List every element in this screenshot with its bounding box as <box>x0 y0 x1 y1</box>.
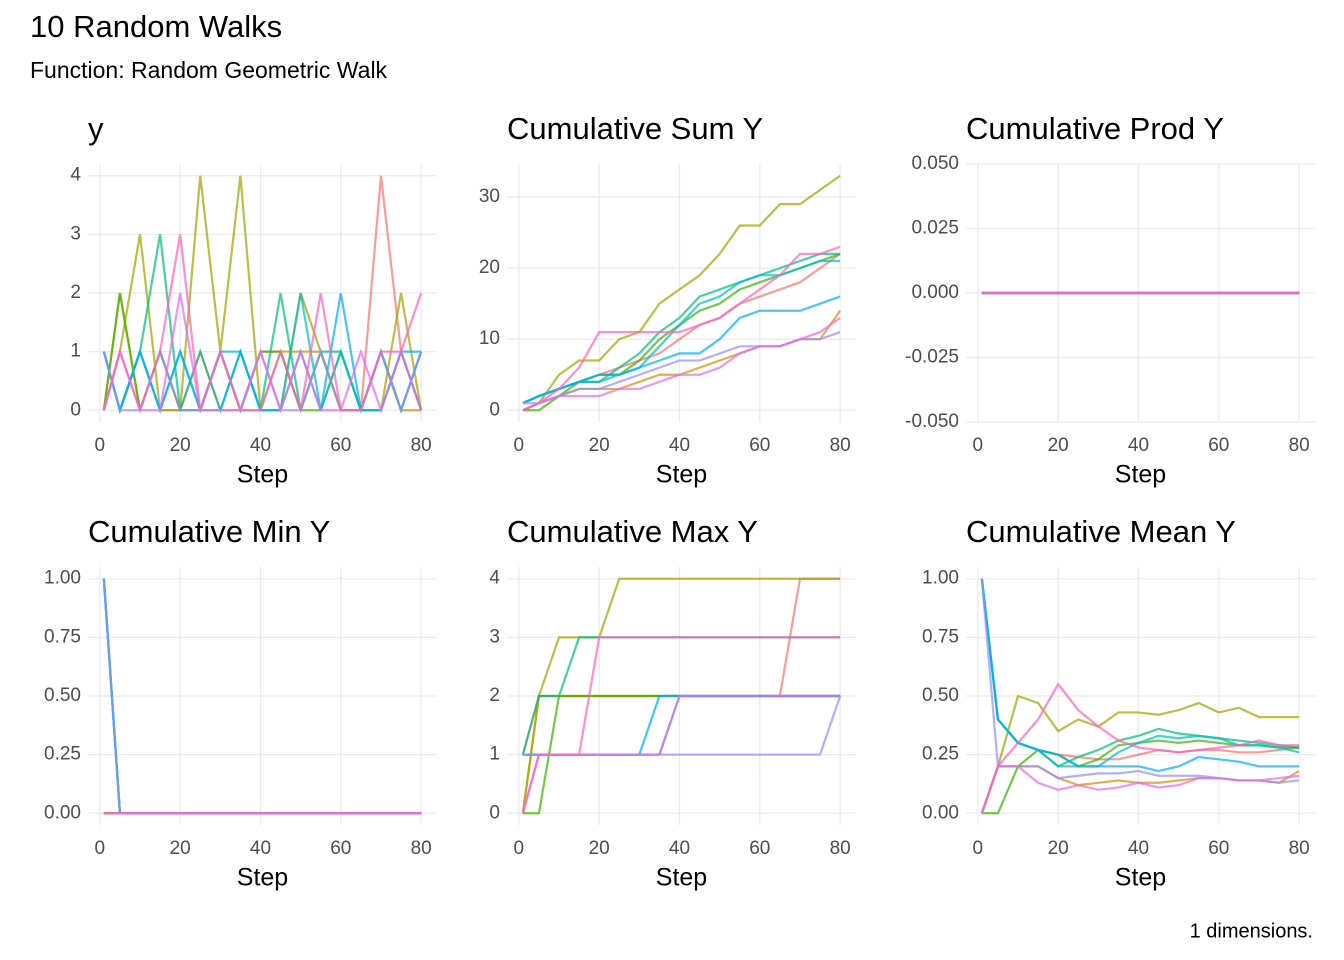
y-tick-label: 0.025 <box>911 218 959 239</box>
x-tick-label: 0 <box>95 838 106 859</box>
x-tick-label: 80 <box>1289 435 1310 456</box>
x-tick-label: 80 <box>411 838 432 859</box>
x-tick-label: 60 <box>330 838 351 859</box>
x-tick-label: 20 <box>589 435 610 456</box>
y-tick-label: 0.050 <box>911 153 959 174</box>
y-tick-label: 0.50 <box>44 685 81 706</box>
walk-line <box>980 578 1300 768</box>
y-tick-label: 0.75 <box>44 626 81 647</box>
x-axis-label: Step <box>656 461 707 489</box>
x-tick-label: 60 <box>749 435 770 456</box>
x-tick-label: 20 <box>589 838 610 859</box>
x-tick-label: 80 <box>830 838 851 859</box>
walk-line <box>522 295 841 405</box>
walk-line <box>102 292 423 414</box>
y-tick-label: 0.50 <box>922 685 959 706</box>
walk-line <box>980 578 1300 773</box>
y-tick-label: 0.75 <box>922 626 959 647</box>
walk-line <box>522 694 841 756</box>
x-tick-label: 20 <box>1048 838 1069 859</box>
walk-line <box>980 765 1300 814</box>
y-tick-label: 1.00 <box>44 568 81 589</box>
y-tick-label: 4 <box>489 568 500 589</box>
y-tick-label: 0.25 <box>922 744 959 765</box>
walk-line <box>980 578 1300 761</box>
y-tick-label: 0 <box>70 399 81 420</box>
x-tick-label: 60 <box>1208 838 1229 859</box>
x-tick-label: 20 <box>170 838 191 859</box>
x-tick-label: 60 <box>1208 435 1229 456</box>
walk-line <box>522 174 841 412</box>
x-tick-label: 0 <box>973 838 984 859</box>
y-tick-label: 0.00 <box>44 802 81 823</box>
walk-line <box>522 695 842 756</box>
y-tick-label: 0.25 <box>44 744 81 765</box>
x-tick-label: 20 <box>1048 435 1069 456</box>
x-tick-label: 60 <box>330 435 351 456</box>
x-axis-label: Step <box>1115 461 1166 489</box>
panel-title: Cumulative Prod Y <box>966 111 1224 146</box>
x-tick-label: 80 <box>1289 838 1310 859</box>
walk-line <box>980 694 1300 814</box>
y-tick-label: 0 <box>489 802 500 823</box>
y-tick-label: -0.025 <box>905 347 959 368</box>
x-tick-label: 40 <box>1128 435 1149 456</box>
walk-line <box>980 765 1300 814</box>
x-tick-label: 40 <box>669 838 690 859</box>
figure-subtitle: Function: Random Geometric Walk <box>30 57 388 83</box>
x-tick-label: 40 <box>250 838 271 859</box>
y-tick-label: 1 <box>489 744 500 765</box>
y-tick-label: 0.000 <box>911 282 959 303</box>
y-tick-label: -0.050 <box>905 411 959 432</box>
y-tick-label: 30 <box>479 186 500 207</box>
x-tick-label: 20 <box>170 435 191 456</box>
y-tick-label: 4 <box>70 165 81 186</box>
y-tick-label: 20 <box>479 257 500 278</box>
y-tick-label: 1 <box>70 341 81 362</box>
walk-line <box>522 245 841 412</box>
y-tick-label: 3 <box>489 626 500 647</box>
x-tick-label: 40 <box>669 435 690 456</box>
x-axis-label: Step <box>656 864 707 892</box>
x-tick-label: 0 <box>514 435 525 456</box>
x-tick-label: 80 <box>411 435 432 456</box>
x-axis-label: Step <box>1115 864 1166 892</box>
x-tick-label: 0 <box>973 435 984 456</box>
walk-line <box>980 578 1300 768</box>
x-tick-label: 40 <box>1128 838 1149 859</box>
walk-line <box>522 252 841 405</box>
x-tick-label: 60 <box>749 838 770 859</box>
panel-title: Cumulative Min Y <box>88 514 330 549</box>
walk-line <box>521 577 841 814</box>
y-tick-label: 0.00 <box>922 802 959 823</box>
panel-title: Cumulative Sum Y <box>507 111 763 146</box>
walk-line <box>102 234 423 414</box>
x-tick-label: 40 <box>250 435 271 456</box>
x-tick-label: 0 <box>514 838 525 859</box>
x-tick-label: 0 <box>95 435 106 456</box>
y-tick-label: 0 <box>489 399 500 420</box>
walk-line <box>980 682 1300 814</box>
x-axis-label: Step <box>237 461 288 489</box>
y-tick-label: 10 <box>479 328 500 349</box>
walk-line <box>522 253 841 405</box>
y-tick-label: 2 <box>489 685 500 706</box>
caption: 1 dimensions. <box>1190 920 1313 942</box>
x-axis-label: Step <box>237 864 288 892</box>
walk-line <box>522 694 841 756</box>
panel-title: y <box>88 111 104 146</box>
y-tick-label: 2 <box>70 282 81 303</box>
walk-line <box>521 636 841 814</box>
panel-title: Cumulative Mean Y <box>966 514 1236 549</box>
y-tick-label: 1.00 <box>922 568 959 589</box>
figure-title: 10 Random Walks <box>30 9 282 44</box>
x-tick-label: 80 <box>830 435 851 456</box>
y-tick-label: 3 <box>70 223 81 244</box>
walk-line <box>521 577 841 755</box>
walk-line <box>522 316 841 412</box>
panel-title: Cumulative Max Y <box>507 514 758 549</box>
